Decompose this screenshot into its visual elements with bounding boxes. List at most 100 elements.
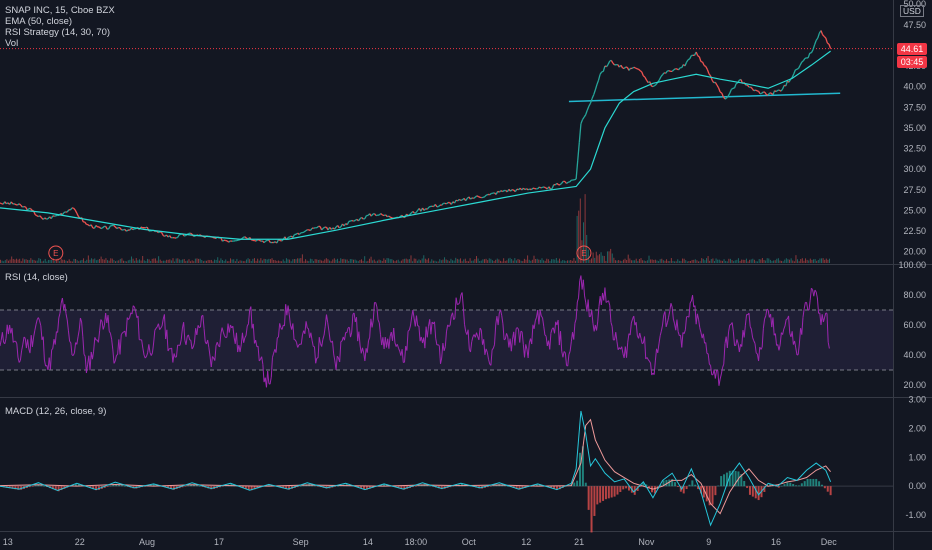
volume-bar xyxy=(800,259,802,263)
volume-bar xyxy=(717,259,719,263)
price-segment xyxy=(689,55,692,60)
macd-pane-label[interactable]: MACD (12, 26, close, 9) xyxy=(5,406,107,417)
rsi-segment xyxy=(538,310,541,325)
price-segment xyxy=(434,204,438,208)
ema-label[interactable]: EMA (50, close) xyxy=(5,16,73,27)
volume-bar xyxy=(511,259,513,263)
rsi-segment xyxy=(653,360,656,375)
volume-bar xyxy=(250,261,252,263)
volume-bar xyxy=(667,260,669,263)
volume-bar xyxy=(606,251,608,263)
volume-bar xyxy=(81,259,83,263)
rsi-segment xyxy=(641,342,644,345)
volume-bar xyxy=(651,259,653,263)
price-segment xyxy=(441,203,444,206)
volume-bar xyxy=(584,194,586,263)
macd-tick-label: -1.00 xyxy=(905,510,926,520)
volume-bar xyxy=(271,258,273,263)
price-segment xyxy=(783,84,786,87)
volume-bar xyxy=(329,260,331,263)
volume-bar xyxy=(11,256,13,263)
volume-bar xyxy=(682,258,684,263)
price-segment xyxy=(719,91,723,94)
macd-histogram-bar xyxy=(823,486,826,489)
rsi-segment xyxy=(550,328,553,334)
volume-bar xyxy=(634,260,636,263)
macd-tick-label: 3.00 xyxy=(908,394,926,404)
macd-histogram-bar xyxy=(57,486,60,492)
volume-bar xyxy=(568,260,570,263)
macd-histogram-bar xyxy=(198,486,201,487)
macd-histogram-bar xyxy=(489,486,492,487)
price-segment xyxy=(716,84,720,89)
price-segment xyxy=(268,239,271,243)
volume-bar xyxy=(226,261,228,263)
rsi-segment xyxy=(243,337,246,343)
volume-bar xyxy=(693,259,695,263)
macd-histogram-bar xyxy=(244,486,247,489)
volume-bar xyxy=(597,255,599,263)
rsi-segment xyxy=(21,344,24,351)
macd-histogram-bar xyxy=(89,486,92,488)
price-segment xyxy=(750,86,753,89)
rsi-segment xyxy=(788,315,791,334)
rsi-segment xyxy=(772,317,775,336)
volume-bar xyxy=(119,258,121,263)
macd-histogram-bar xyxy=(746,486,749,488)
macd-histogram-bar xyxy=(432,486,435,487)
price-segment xyxy=(577,142,580,161)
price-segment xyxy=(807,52,811,59)
rsi-segment xyxy=(228,324,231,333)
rsi-segment xyxy=(557,319,560,346)
rsi-segment xyxy=(131,305,134,315)
rsi-segment xyxy=(17,357,20,363)
rsi-segment xyxy=(70,342,73,356)
price-segment xyxy=(559,182,563,186)
rsi-segment xyxy=(689,300,692,304)
rsi-segment xyxy=(738,344,742,353)
price-segment xyxy=(126,229,129,232)
volume-bar xyxy=(555,257,557,263)
price-segment xyxy=(698,56,702,62)
volume-bar xyxy=(142,255,144,263)
volume-bar xyxy=(760,259,762,263)
price-segment xyxy=(426,206,430,210)
macd-histogram-bar xyxy=(452,486,455,487)
price-segment xyxy=(662,72,665,76)
price-segment xyxy=(164,234,167,237)
price-segment xyxy=(483,195,486,198)
volume-bar xyxy=(509,257,511,263)
volume-label[interactable]: Vol xyxy=(5,38,19,49)
rsi-segment xyxy=(269,377,272,385)
volume-bar xyxy=(608,251,610,263)
rsi-segment xyxy=(453,317,456,321)
rsi-segment xyxy=(403,346,407,363)
volume-bar xyxy=(789,259,791,263)
rsi-segment xyxy=(483,339,486,355)
price-segment xyxy=(1,203,4,205)
price-segment xyxy=(828,43,832,49)
rsi-segment xyxy=(66,319,69,331)
rsi-segment xyxy=(813,289,816,297)
strategy-label[interactable]: RSI Strategy (14, 30, 70) xyxy=(5,27,111,38)
volume-bar xyxy=(619,260,621,263)
symbol-label[interactable]: SNAP INC, 15, Cboe BZX xyxy=(5,5,115,16)
volume-bar xyxy=(293,259,295,263)
rsi-segment xyxy=(304,321,307,334)
rsi-segment xyxy=(815,291,818,299)
volume-bar xyxy=(824,259,826,263)
price-segment xyxy=(14,203,17,206)
volume-bar xyxy=(490,258,492,263)
rsi-segment xyxy=(102,325,105,330)
price-segment xyxy=(498,190,502,193)
rsi-segment xyxy=(235,332,239,353)
volume-bar xyxy=(130,256,132,263)
rsi-segment xyxy=(199,326,201,329)
rsi-segment xyxy=(129,312,132,318)
volume-bar xyxy=(814,258,816,263)
rsi-segment xyxy=(533,320,536,329)
volume-bar xyxy=(193,261,195,263)
rsi-segment xyxy=(116,354,118,356)
rsi-pane-label[interactable]: RSI (14, close) xyxy=(5,272,68,283)
